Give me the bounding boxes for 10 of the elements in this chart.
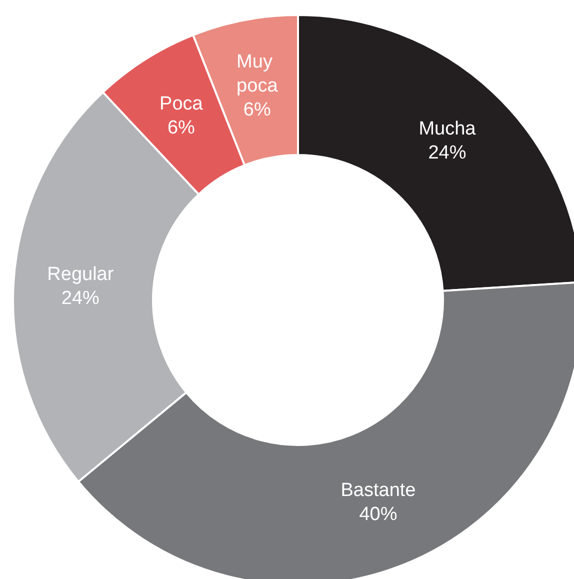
slice-label: Mucha: [418, 118, 476, 140]
data-label: 6%: [167, 117, 196, 138]
data-label: 24%: [428, 142, 466, 164]
data-label: 40%: [359, 504, 398, 526]
slice-label: Bastante: [340, 480, 416, 502]
data-label: 6%: [243, 99, 271, 120]
slice-label: Poca: [160, 93, 204, 114]
slice-label: Regular: [47, 264, 114, 285]
slice-label: Muy poca: [236, 51, 278, 96]
data-label: 24%: [61, 288, 100, 309]
